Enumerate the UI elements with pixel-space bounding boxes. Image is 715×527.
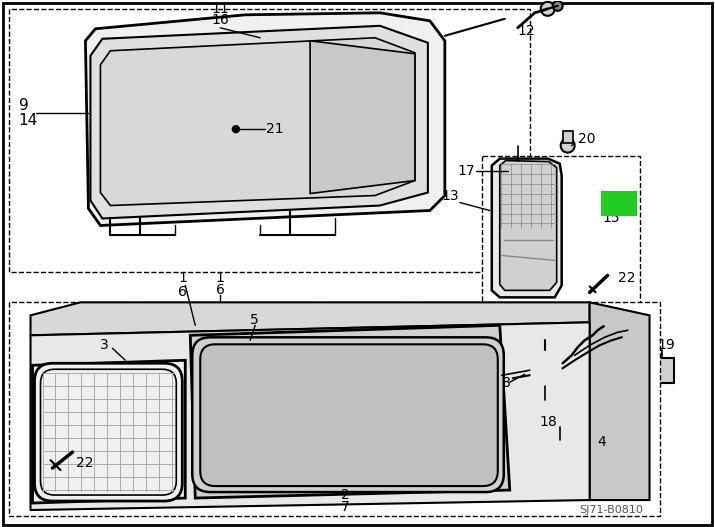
Circle shape [67,444,82,458]
Circle shape [553,409,566,421]
Circle shape [508,161,528,181]
Polygon shape [482,155,639,310]
Text: SJ71-B0810: SJ71-B0810 [580,505,644,515]
Text: 21: 21 [266,122,284,135]
Circle shape [61,378,71,388]
Polygon shape [492,159,562,297]
FancyBboxPatch shape [192,337,504,492]
Ellipse shape [265,199,286,212]
Ellipse shape [174,189,196,202]
Text: 22: 22 [77,456,94,470]
Text: 6: 6 [216,284,225,297]
Ellipse shape [250,355,450,475]
Circle shape [517,279,533,295]
Polygon shape [500,161,557,290]
Text: 12: 12 [518,24,536,38]
Circle shape [341,103,369,131]
Polygon shape [190,325,510,498]
Text: ●: ● [230,124,240,134]
Circle shape [341,152,369,180]
Text: 20: 20 [578,132,595,145]
Text: 18: 18 [540,415,558,429]
Text: 11: 11 [212,2,229,16]
Circle shape [348,110,362,124]
Bar [654,358,674,383]
Polygon shape [100,38,415,206]
Text: 7: 7 [340,500,350,514]
Text: 13: 13 [442,189,460,202]
Circle shape [512,136,523,149]
Circle shape [583,423,601,441]
Circle shape [480,463,494,477]
FancyBboxPatch shape [200,344,498,486]
Circle shape [513,165,523,175]
Text: 6: 6 [178,286,187,299]
Polygon shape [31,323,590,510]
Bar [630,328,648,338]
Text: 9: 9 [19,98,29,113]
Text: 15: 15 [603,211,620,226]
Circle shape [348,159,362,172]
Circle shape [498,24,522,48]
Circle shape [535,358,555,378]
Bar [588,438,603,446]
Circle shape [553,1,563,11]
Bar [563,131,573,143]
Text: 10: 10 [606,197,626,210]
Text: 1: 1 [216,271,225,286]
Circle shape [480,340,494,354]
Polygon shape [9,9,530,272]
Polygon shape [31,302,590,335]
Text: 5: 5 [250,314,259,327]
Polygon shape [590,302,649,500]
Text: 22: 22 [618,271,635,286]
Circle shape [147,136,164,154]
Text: 4: 4 [598,435,606,449]
Circle shape [541,2,555,16]
Circle shape [208,345,222,359]
Polygon shape [9,302,659,516]
Circle shape [208,468,222,482]
Text: 1: 1 [178,271,187,286]
Text: 16: 16 [212,13,229,27]
Circle shape [610,266,620,276]
Polygon shape [310,41,415,193]
Text: 8: 8 [502,376,511,390]
Text: 14: 14 [19,113,38,128]
FancyBboxPatch shape [601,191,636,216]
Circle shape [504,30,516,42]
Polygon shape [85,13,445,226]
Text: 17: 17 [457,163,475,178]
Text: 2: 2 [340,488,350,502]
Polygon shape [32,360,185,503]
Circle shape [341,55,369,83]
Polygon shape [90,26,428,219]
Text: 3: 3 [100,338,109,352]
Circle shape [548,403,572,427]
Circle shape [613,321,636,345]
Text: 19: 19 [658,338,675,352]
Circle shape [348,62,362,76]
FancyBboxPatch shape [34,363,182,501]
Circle shape [527,350,563,386]
Circle shape [56,373,76,393]
Circle shape [561,139,575,153]
